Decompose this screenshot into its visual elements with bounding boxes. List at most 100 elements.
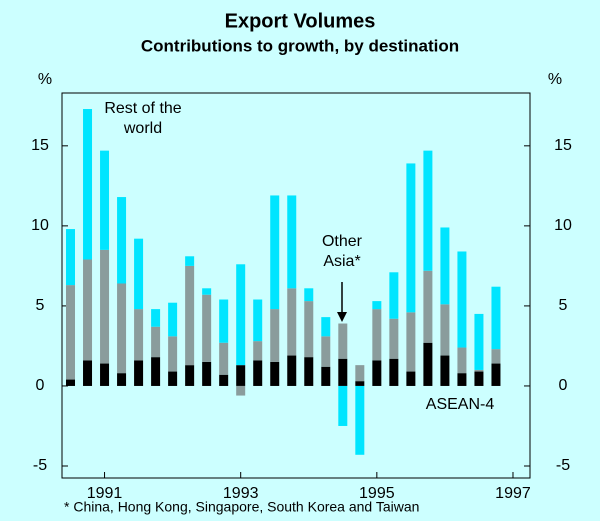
bar-segment — [66, 379, 76, 386]
bar-segment — [219, 342, 229, 375]
bar-segment — [83, 259, 93, 361]
bar-segment — [287, 195, 297, 289]
y-tick-label: 15 — [31, 137, 49, 154]
y-tick-label: 0 — [36, 377, 45, 394]
bar-segment — [423, 270, 433, 343]
bar-segment — [304, 301, 314, 358]
bar-segment — [491, 363, 501, 386]
y-tick-label: 10 — [554, 217, 572, 234]
series-label-text: Other Asia* — [321, 233, 362, 270]
chart-title: Export Volumes — [225, 10, 376, 32]
chart-subtitle: Contributions to growth, by destination — [141, 36, 459, 55]
bar-segment — [253, 341, 263, 361]
bar-segment — [440, 304, 450, 356]
footnote: * China, Hong Kong, Singapore, South Kor… — [64, 499, 419, 515]
bar-segment — [185, 365, 195, 386]
bar-segment — [185, 256, 195, 266]
arrow-head — [337, 312, 347, 322]
bar-segment — [270, 309, 280, 362]
bar-segment — [321, 336, 331, 367]
bar-segment — [100, 363, 110, 386]
series-label: Rest of the world — [78, 99, 208, 139]
bar-segment — [253, 360, 263, 386]
bar-segment — [372, 309, 382, 361]
bar-segment — [168, 336, 178, 372]
bar-segment — [117, 373, 127, 386]
y-unit: % — [38, 71, 52, 88]
bar-segment — [287, 355, 297, 386]
series-label: Other Asia* — [312, 232, 372, 272]
bar-segment — [168, 371, 178, 386]
bar-segment — [389, 272, 399, 319]
y-tick-label: 5 — [559, 297, 568, 314]
bar-segment — [474, 313, 484, 370]
bar-segment — [134, 309, 144, 361]
y-unit: % — [548, 71, 562, 88]
bar-segment — [457, 373, 467, 386]
bar-segment — [185, 265, 195, 366]
bar-segment — [491, 349, 501, 364]
bar-segment — [406, 163, 416, 313]
bar-segment — [270, 361, 280, 386]
bar-segment — [236, 264, 246, 366]
bar-segment — [423, 342, 433, 386]
y-tick-label: -5 — [33, 457, 47, 474]
plot-frame — [61, 92, 531, 479]
bar-segment — [423, 150, 433, 271]
bar-segment — [321, 317, 331, 337]
bar-segment — [457, 347, 467, 374]
x-tick-label: 1995 — [359, 485, 395, 502]
bar-segment — [66, 285, 76, 380]
x-tick-label: 1991 — [87, 485, 123, 502]
bar-segment — [355, 381, 365, 386]
bar-segment — [338, 385, 348, 426]
bar-segment — [355, 385, 365, 455]
x-tick-label: 1997 — [495, 485, 531, 502]
bar-segment — [117, 283, 127, 374]
bar-segment — [406, 371, 416, 386]
bar-segment — [304, 288, 314, 302]
bar-segment — [491, 286, 501, 350]
bar-segment — [321, 366, 331, 386]
bar-segment — [287, 288, 297, 356]
bar-segment — [117, 197, 127, 284]
series-label-text: Rest of the world — [104, 100, 182, 137]
bar-segment — [219, 299, 229, 343]
bar-segment — [151, 326, 161, 358]
bar-segment — [236, 365, 246, 386]
bar-segment — [202, 361, 212, 386]
x-tick-label: 1993 — [223, 485, 259, 502]
bar-segment — [219, 374, 229, 386]
bar-segment — [66, 229, 76, 286]
bar-segment — [440, 227, 450, 305]
bar-segment — [304, 357, 314, 386]
bar-segment — [83, 109, 93, 260]
bar-segment — [202, 294, 212, 362]
bar-segment — [406, 312, 416, 372]
bar-segment — [270, 195, 280, 310]
bar-segment — [168, 302, 178, 337]
y-tick-label: 10 — [31, 217, 49, 234]
bar-segment — [100, 150, 110, 250]
bar-segment — [134, 238, 144, 310]
bar-segment — [389, 358, 399, 386]
bar-segment — [134, 360, 144, 386]
bar-segment — [389, 318, 399, 359]
bar-segment — [372, 301, 382, 310]
y-tick-label: -5 — [556, 457, 570, 474]
y-tick-label: 5 — [36, 297, 45, 314]
bar-segment — [440, 355, 450, 386]
series-label: ASEAN-4 — [425, 396, 495, 413]
bar-segment — [474, 369, 484, 372]
bar-segment — [100, 249, 110, 364]
bar-segment — [355, 365, 365, 382]
bar-segment — [253, 299, 263, 342]
bar-segment — [457, 251, 467, 348]
bar-segment — [151, 309, 161, 327]
bar-segment — [474, 371, 484, 386]
y-tick-label: 15 — [554, 137, 572, 154]
bar-segment — [236, 385, 246, 396]
bar-segment — [338, 323, 348, 359]
